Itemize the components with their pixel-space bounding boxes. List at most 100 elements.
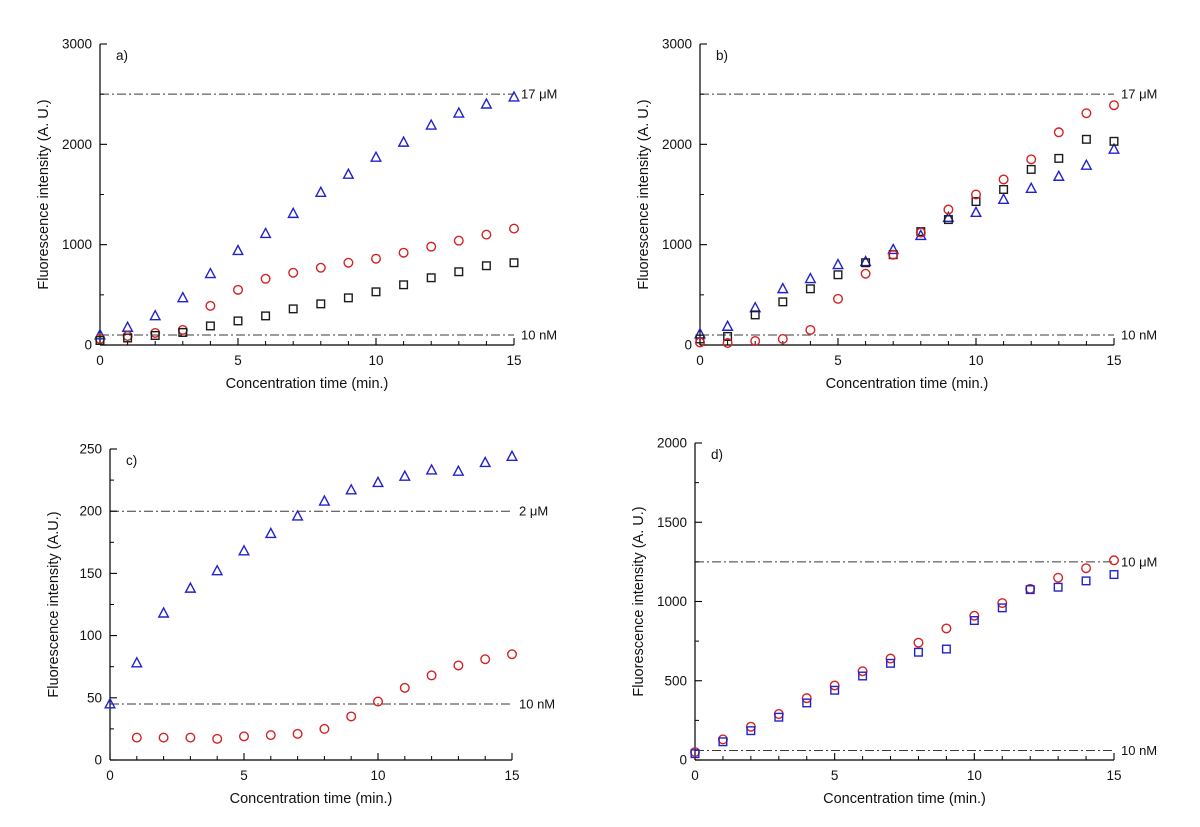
data-point-triangle <box>749 301 762 313</box>
y-tick-label: 2000 <box>657 436 687 451</box>
data-point-square <box>750 310 760 320</box>
data-point-square <box>371 287 381 297</box>
reference-line-label: 2 μM <box>519 504 548 519</box>
chart-panel-d: 10 μM 10 nM 0 5 10 15 0 500 1000 1500 2000 Concentr… <box>631 436 1157 808</box>
data-point-square <box>941 644 951 654</box>
data-point-circle <box>913 637 924 648</box>
y-tick-label: 1000 <box>657 594 687 609</box>
data-point-triangle <box>832 258 844 270</box>
data-point-square <box>999 184 1009 194</box>
x-tick-label: 15 <box>1106 353 1121 368</box>
data-point-circle <box>426 670 437 681</box>
x-tick-label: 10 <box>370 768 385 783</box>
data-point-circle <box>238 731 249 742</box>
data-point-circle <box>371 253 382 264</box>
data-point-triangle <box>425 118 438 130</box>
x-tick-label: 0 <box>106 768 114 783</box>
data-point-circle <box>1053 127 1064 138</box>
x-tick-label: 10 <box>368 353 383 368</box>
chart-panel-a: 17 μM 10 nM 0 5 10 15 0 1000 2000 3000 Concentrati… <box>36 37 557 393</box>
data-point-square <box>718 737 728 747</box>
data-point-circle <box>177 324 188 335</box>
data-point-square <box>233 316 243 326</box>
data-point-circle <box>205 300 216 311</box>
data-point-square <box>288 304 298 314</box>
data-point-triangle <box>238 544 250 556</box>
data-point-circle <box>453 235 464 246</box>
data-point-circle <box>1109 555 1120 566</box>
data-point-circle <box>1053 572 1064 583</box>
data-point-square <box>997 603 1007 613</box>
x-axis-label: Concentration time (min.) <box>226 376 389 392</box>
data-point-circle <box>888 249 899 260</box>
data-point-triangle <box>776 282 789 294</box>
y-axis-label: Fluorescence intensity (A. U.) <box>636 99 652 289</box>
data-point-circle <box>777 333 788 344</box>
data-series-square-black <box>695 134 1119 344</box>
panel-label: a) <box>116 48 128 63</box>
data-point-square <box>481 261 491 271</box>
data-point-triangle <box>204 267 217 279</box>
data-point-triangle <box>287 206 300 219</box>
data-point-square <box>971 197 981 207</box>
data-point-circle <box>1026 154 1037 165</box>
x-tick-label: 10 <box>968 353 983 368</box>
data-point-triangle <box>1025 181 1038 193</box>
data-series-circle-red <box>94 223 520 344</box>
x-tick-label: 5 <box>240 768 248 783</box>
y-tick-label: 0 <box>684 338 692 353</box>
data-point-triangle <box>372 475 384 488</box>
panel-label: d) <box>711 447 723 462</box>
data-point-circle <box>373 696 384 707</box>
data-point-triangle <box>314 185 327 197</box>
data-point-triangle <box>345 483 358 495</box>
data-point-triangle <box>942 210 955 223</box>
y-tick-label: 250 <box>79 442 102 457</box>
data-point-circle <box>150 327 161 338</box>
reference-line-label: 10 nM <box>1121 327 1157 342</box>
data-point-circle <box>971 189 982 200</box>
data-point-circle <box>717 734 728 745</box>
panel-label: b) <box>716 48 728 63</box>
data-point-square <box>690 749 700 759</box>
data-point-triangle <box>997 192 1010 205</box>
reference-line-label: 10 nM <box>521 327 557 342</box>
y-tick-label: 200 <box>79 504 102 519</box>
data-point-circle <box>232 284 243 295</box>
x-tick-label: 10 <box>967 768 982 783</box>
y-tick-label: 1000 <box>62 237 92 252</box>
x-tick-label: 0 <box>696 353 704 368</box>
data-point-triangle <box>149 309 162 321</box>
data-point-square <box>830 685 840 695</box>
panel-label: c) <box>126 453 137 468</box>
data-point-circle <box>346 711 357 722</box>
data-point-circle <box>260 273 271 284</box>
data-series-square-blue <box>690 570 1119 759</box>
y-tick-label: 0 <box>94 753 102 768</box>
data-series-triangle-blue <box>104 449 518 709</box>
data-point-circle <box>941 623 952 634</box>
reference-line-label: 10 nM <box>1121 743 1157 758</box>
y-tick-label: 50 <box>87 690 102 705</box>
data-point-triangle <box>342 167 355 179</box>
x-tick-label: 15 <box>506 353 521 368</box>
data-point-circle <box>722 337 733 348</box>
reference-line-label: 17 μM <box>1121 87 1157 102</box>
chart-panel-b: 17 μM 10 nM 0 5 10 15 0 1000 2000 3000 Concentrati… <box>636 37 1157 393</box>
data-point-triangle <box>318 494 331 506</box>
data-series-circle-red <box>694 100 1120 348</box>
x-tick-label: 5 <box>234 353 242 368</box>
data-point-circle <box>829 680 840 691</box>
data-point-circle <box>1109 100 1120 111</box>
data-series-triangle-blue <box>94 90 520 340</box>
data-point-square <box>1025 585 1035 595</box>
data-point-triangle <box>94 328 106 340</box>
data-point-circle <box>1081 108 1092 119</box>
reference-line-label: 10 μM <box>1121 554 1157 569</box>
data-point-circle <box>998 174 1009 185</box>
y-tick-label: 150 <box>79 566 102 581</box>
data-point-triangle <box>104 697 116 709</box>
data-point-triangle <box>859 255 872 267</box>
data-point-square <box>178 327 188 337</box>
x-tick-label: 5 <box>834 353 842 368</box>
